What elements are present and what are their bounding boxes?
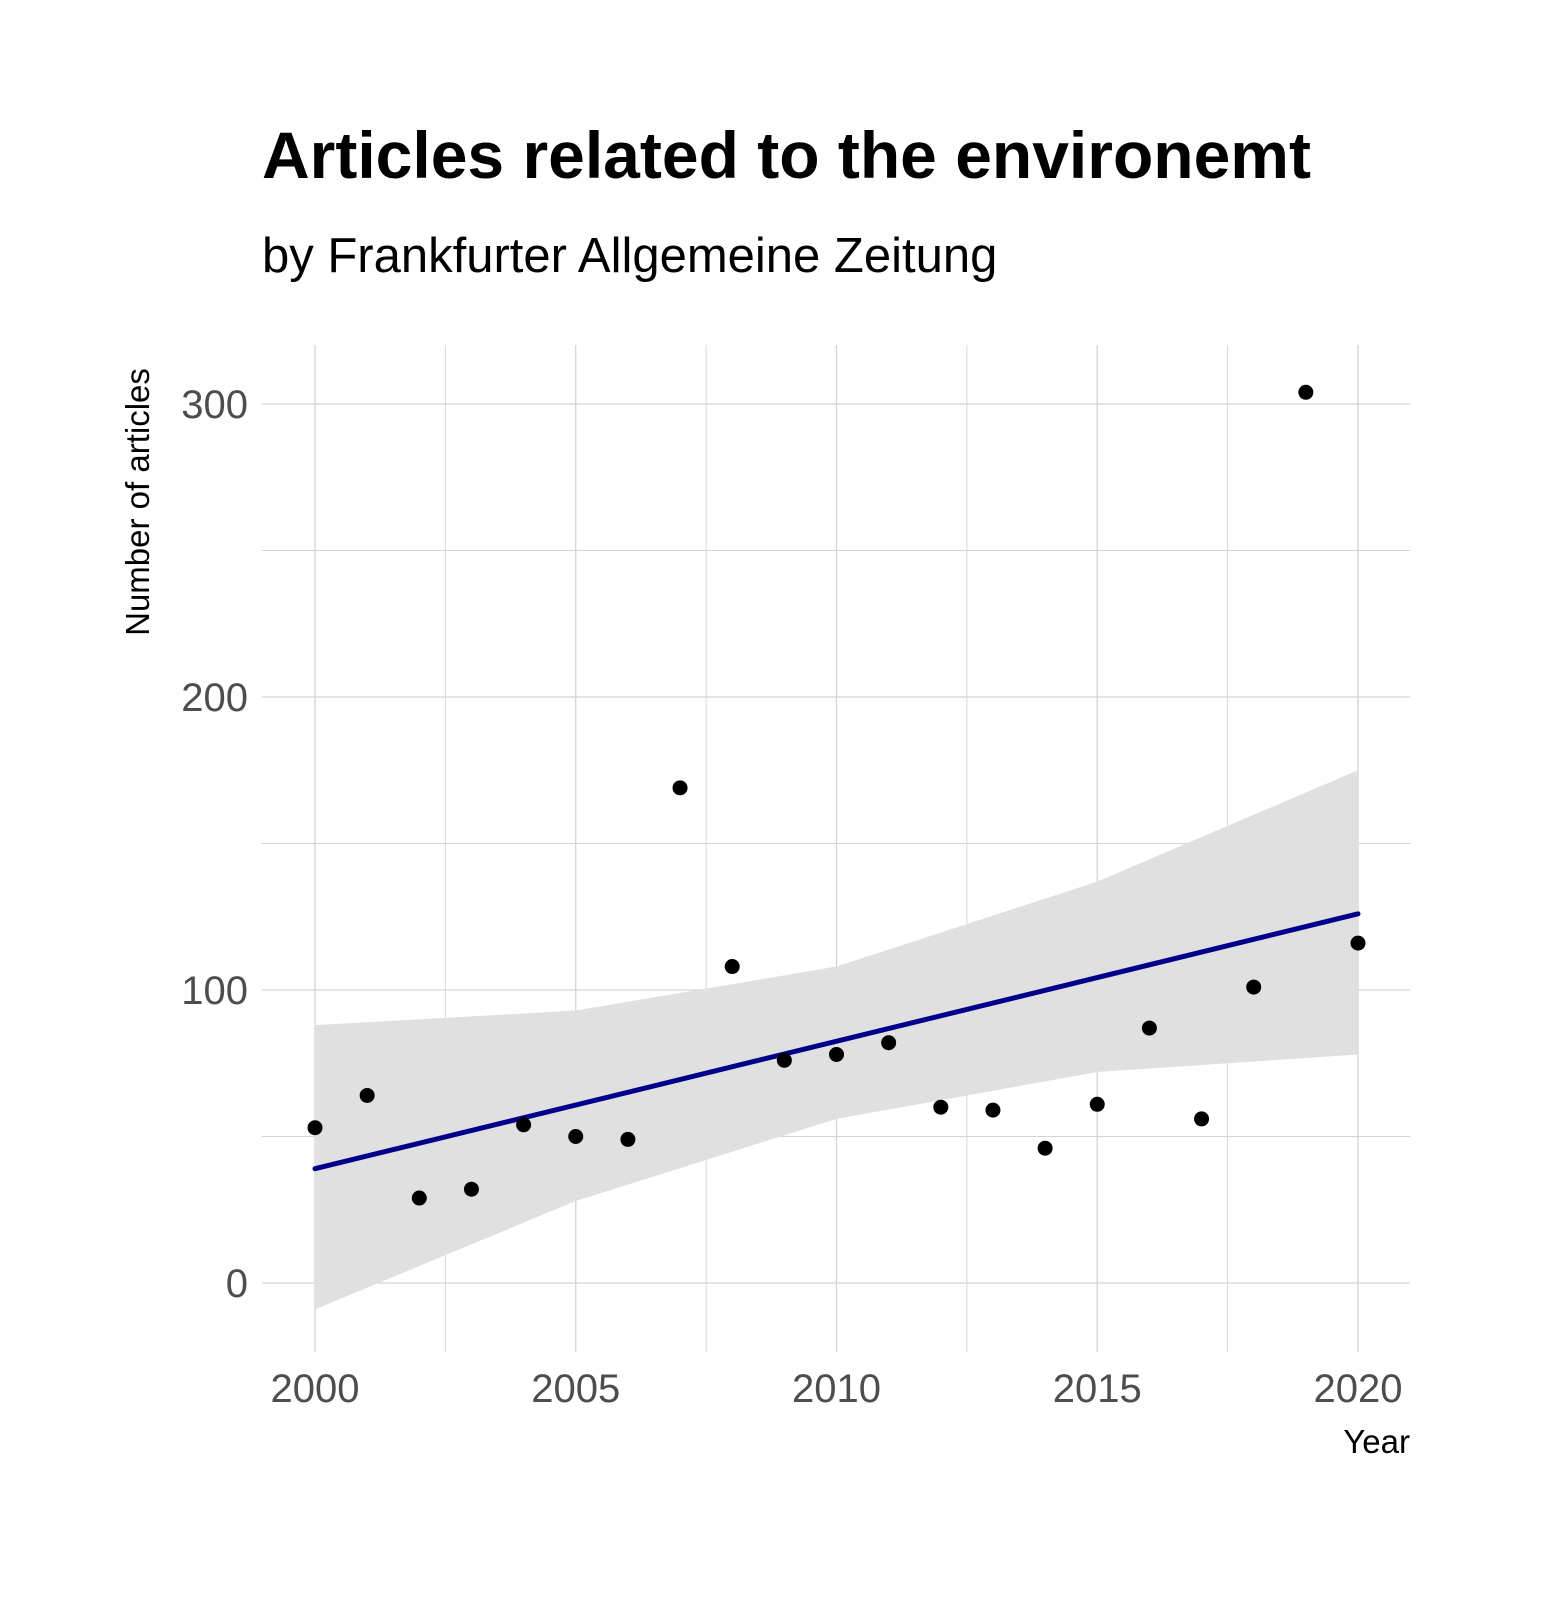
data-point (829, 1046, 844, 1062)
trend-line (312, 911, 1361, 1172)
y-axis-title: Number of articles (119, 368, 156, 636)
data-point (776, 1052, 792, 1068)
y-tick-label: 200 (181, 676, 248, 720)
data-point (307, 1120, 323, 1136)
data-point (568, 1129, 584, 1144)
data-point (463, 1181, 479, 1197)
data-point (672, 780, 688, 796)
data-point (516, 1117, 532, 1133)
x-tick-label: 2015 (1053, 1367, 1142, 1411)
data-point (724, 959, 740, 975)
y-tick-label: 0 (226, 1262, 248, 1306)
data-points (307, 384, 1366, 1206)
data-point (985, 1102, 1001, 1118)
data-point (620, 1131, 636, 1147)
y-axis-ticks: 0 100 200 300 (181, 383, 248, 1306)
data-point (1350, 935, 1366, 951)
chart-title: Articles related to the environemt (262, 118, 1311, 192)
x-tick-label: 2005 (531, 1367, 620, 1411)
chart-subtitle: by Frankfurter Allgemeine Zeitung (262, 229, 997, 283)
y-tick-label: 300 (181, 383, 248, 427)
regression-line (312, 911, 1361, 1172)
x-axis-ticks: 2000 2005 2010 2015 2020 (271, 1367, 1403, 1411)
x-tick-label: 2000 (271, 1367, 360, 1411)
data-point (1141, 1020, 1157, 1036)
data-point (1246, 979, 1262, 995)
data-point (1194, 1111, 1210, 1127)
data-point (1037, 1140, 1053, 1156)
data-point (411, 1190, 427, 1206)
x-tick-label: 2020 (1314, 1367, 1403, 1411)
x-tick-label: 2010 (792, 1367, 881, 1411)
data-point (933, 1099, 949, 1115)
data-point (359, 1087, 375, 1103)
data-point (1298, 384, 1314, 400)
x-axis-title: Year (1343, 1423, 1410, 1460)
data-point (881, 1035, 897, 1051)
data-point (1089, 1096, 1105, 1112)
y-tick-label: 100 (181, 969, 248, 1013)
